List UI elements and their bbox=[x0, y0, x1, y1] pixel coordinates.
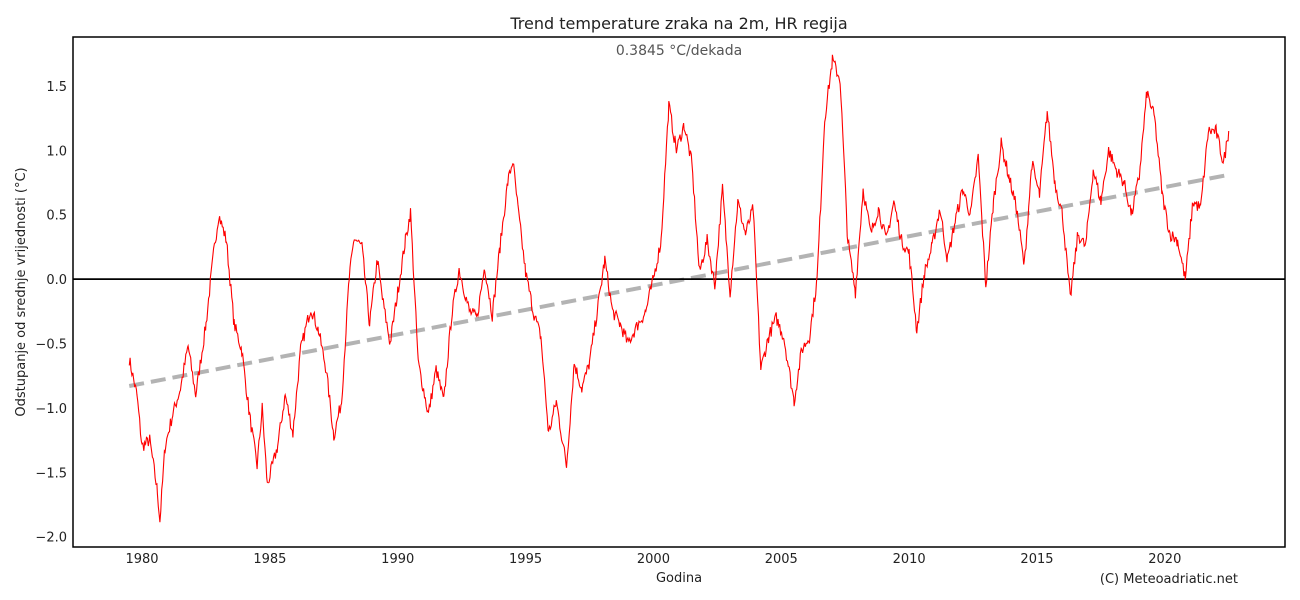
x-tick-label: 1995 bbox=[509, 552, 542, 567]
credit-text: (C) Meteoadriatic.net bbox=[1100, 572, 1238, 587]
x-tick-label: 2020 bbox=[1148, 552, 1181, 567]
series-layer bbox=[73, 54, 1285, 523]
x-tick-label: 1985 bbox=[253, 552, 286, 567]
y-tick-label: 1.5 bbox=[46, 80, 67, 95]
y-tick-label: 0.5 bbox=[46, 209, 67, 224]
x-axis-ticks: 1980 1985 1990 1995 2000 2005 2010 2015 2020 bbox=[125, 552, 1181, 567]
x-tick-label: 2000 bbox=[637, 552, 670, 567]
x-tick-label: 1990 bbox=[381, 552, 414, 567]
y-tick-label: −2.0 bbox=[35, 531, 67, 546]
x-tick-label: 2005 bbox=[765, 552, 798, 567]
y-tick-label: −1.5 bbox=[35, 466, 67, 481]
y-axis-ticks: −2.0 −1.5 −1.0 −0.5 0.0 0.5 1.0 1.5 bbox=[35, 80, 67, 546]
trend-rate-label: 0.3845 °C/dekada bbox=[616, 43, 742, 59]
y-tick-label: −1.0 bbox=[35, 402, 67, 417]
y-tick-label: 1.0 bbox=[46, 144, 67, 159]
y-tick-label: 0.0 bbox=[46, 273, 67, 288]
plot-frame bbox=[72, 36, 1286, 548]
x-tick-label: 1980 bbox=[125, 552, 158, 567]
y-tick-label: −0.5 bbox=[35, 338, 67, 353]
x-tick-label: 2015 bbox=[1020, 552, 1053, 567]
y-axis-label: Odstupanje od srednje vrijednosti (°C) bbox=[14, 167, 29, 416]
x-tick-label: 2010 bbox=[893, 552, 926, 567]
temperature-anomaly-line bbox=[128, 54, 1230, 523]
trend-line bbox=[128, 172, 1230, 388]
chart-title: Trend temperature zraka na 2m, HR regija bbox=[509, 14, 847, 33]
plot-area bbox=[72, 36, 1286, 548]
x-axis-label: Godina bbox=[656, 571, 702, 586]
